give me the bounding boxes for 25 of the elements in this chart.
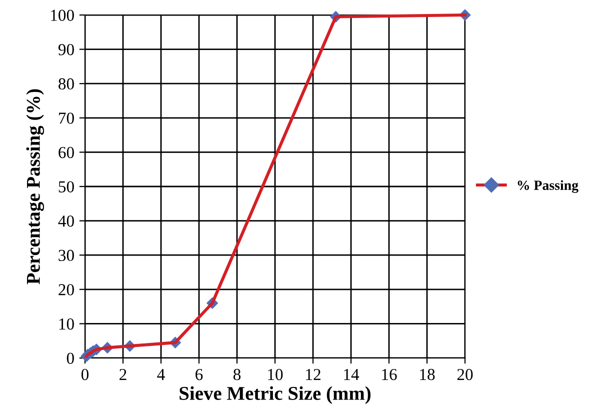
y-axis-title: Percentage Passing (%) — [26, 89, 44, 284]
y-tick-label: 40 — [58, 216, 74, 227]
x-tick-label: 0 — [81, 368, 89, 380]
y-tick-label: 20 — [58, 284, 74, 296]
y-tick-label: 70 — [59, 112, 74, 124]
y-tick-label: 30 — [58, 250, 74, 262]
x-axis-title: Sieve Metric Size (mm) — [180, 386, 371, 404]
x-tick-label: 10 — [268, 368, 283, 380]
y-tick-label: 50 — [58, 181, 74, 192]
y-tick-label: 60 — [58, 146, 74, 158]
y-tick-label: 100 — [51, 10, 74, 21]
y-tick-label: 80 — [58, 78, 74, 90]
legend-label: % Passing — [518, 180, 578, 193]
x-tick-label: 8 — [233, 368, 241, 380]
y-tick-label: 0 — [66, 352, 74, 364]
x-tick-label: 18 — [420, 368, 435, 380]
x-tick-label: 6 — [196, 368, 203, 380]
x-tick-label: 14 — [344, 368, 360, 380]
x-tick-label: 20 — [457, 368, 473, 380]
x-tick-label: 12 — [306, 368, 320, 380]
y-tick-label: 90 — [58, 44, 74, 56]
x-tick-label: 16 — [382, 368, 397, 380]
x-tick-label: 2 — [120, 368, 126, 380]
y-tick-label: 10 — [59, 318, 74, 330]
x-tick-label: 4 — [157, 369, 165, 380]
